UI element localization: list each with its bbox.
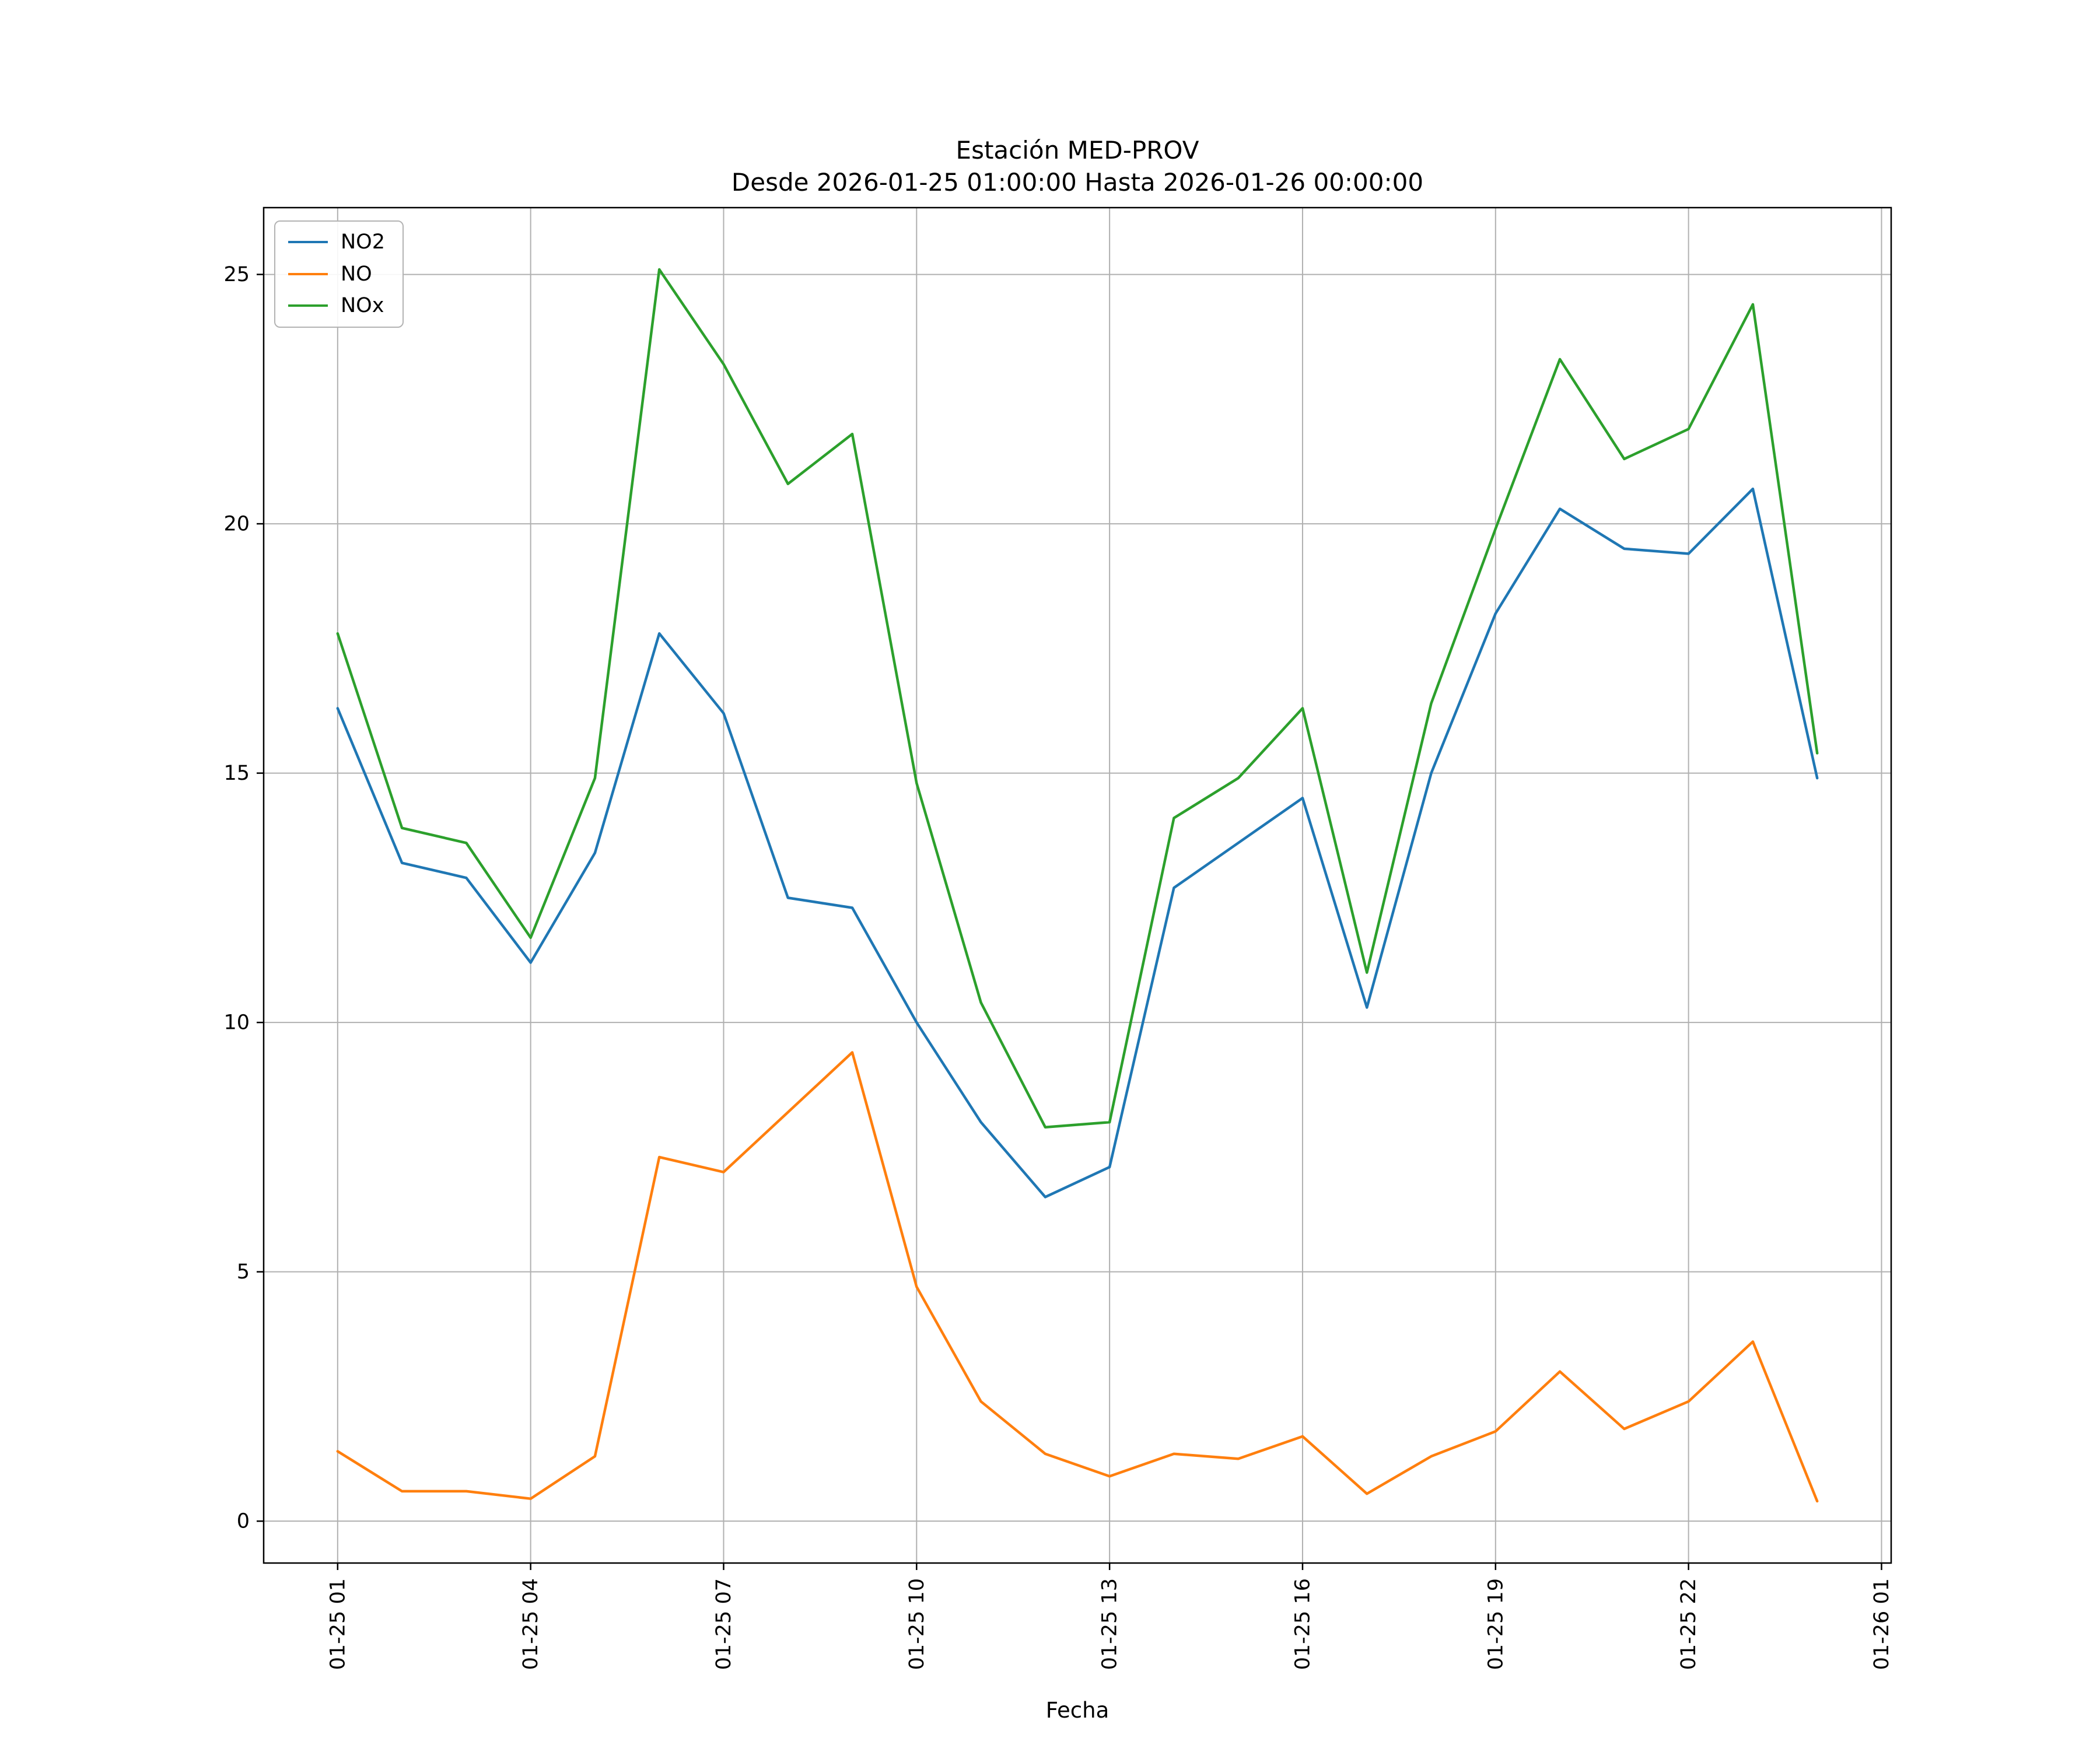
legend-line-sample-NOx: [288, 304, 328, 307]
series-line-NO2: [336, 487, 1819, 1199]
x-tick-label: 01-25 16: [1292, 1578, 1315, 1670]
x-tick-label: 01-25 10: [905, 1578, 929, 1670]
y-tick-label: 15: [223, 762, 250, 785]
legend-line-sample-NO2: [288, 241, 328, 244]
legend-entry-NO: NO: [288, 262, 385, 286]
legend-entry-NOx: NOx: [288, 295, 385, 317]
x-tick-label: 01-25 04: [519, 1578, 542, 1670]
x-tick-label: 01-25 13: [1098, 1578, 1122, 1670]
grid-lines: [264, 208, 1891, 1563]
legend-line-sample-NO: [288, 272, 328, 275]
plot-border: [262, 206, 1892, 1564]
legend-label-NO2: NO2: [341, 230, 385, 254]
y-tick-label: 25: [223, 263, 250, 286]
x-tick-label: 01-25 01: [326, 1578, 349, 1670]
legend: NO2 NO NOx: [274, 220, 404, 328]
series-line-NOx: [336, 268, 1819, 1129]
x-tick-label: 01-26 01: [1870, 1578, 1894, 1670]
chart-title-line1: Estación MED-PROV: [956, 136, 1199, 164]
x-tick-label: 01-25 07: [712, 1578, 736, 1670]
chart-title-line2: Desde 2026-01-25 01:00:00 Hasta 2026-01-…: [732, 168, 1423, 197]
x-tick-label: 01-25 22: [1677, 1578, 1700, 1670]
legend-label-NO: NO: [341, 262, 372, 286]
legend-label-NOx: NOx: [341, 294, 384, 317]
x-tick-label: 01-25 19: [1484, 1578, 1507, 1670]
y-tick-label: 10: [223, 1011, 250, 1035]
axis-ticks: 0 5 10 15 20 25 01-25 01 01-25 04 01-25 07 01-25 …: [223, 263, 1894, 1670]
y-tick-label: 5: [237, 1260, 250, 1284]
y-tick-label: 0: [237, 1510, 250, 1533]
legend-entry-NO2: NO2: [288, 231, 385, 254]
x-axis-label: Fecha: [1046, 1698, 1110, 1723]
y-tick-label: 20: [223, 513, 250, 536]
series-line-NO: [336, 1051, 1819, 1503]
series-lines: [336, 268, 1819, 1503]
